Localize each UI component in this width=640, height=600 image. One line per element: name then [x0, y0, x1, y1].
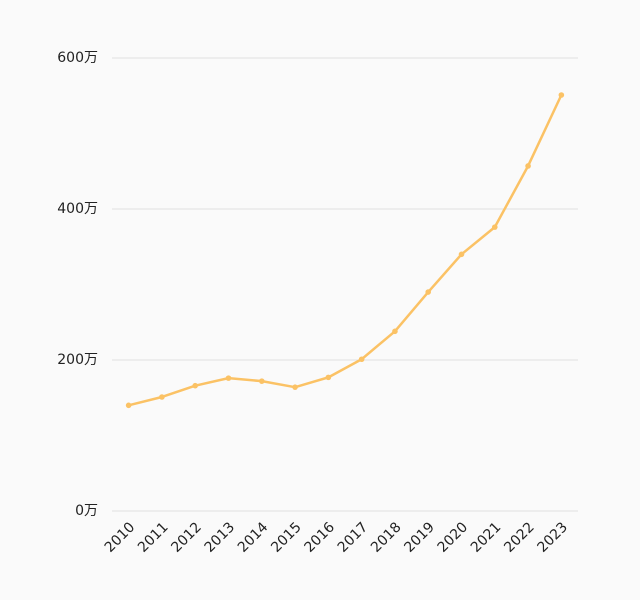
x-tick-label: 2013: [202, 519, 239, 556]
point: [525, 163, 531, 169]
point: [458, 251, 465, 258]
point: [392, 328, 398, 335]
point: [192, 382, 199, 389]
x-tick-label: 2019: [401, 519, 438, 556]
point: [125, 402, 132, 409]
y-tick-label: 0万: [75, 503, 98, 519]
x-tick-label: 2020: [435, 519, 472, 556]
x-tick-label: 2012: [168, 519, 205, 556]
x-tick-label: 2018: [368, 519, 405, 556]
y-tick-label: 400万: [57, 201, 98, 217]
x-tick-label: 2021: [468, 519, 505, 556]
point: [358, 356, 365, 363]
x-tick-label: 2017: [335, 519, 372, 556]
x-tick-label: 2015: [268, 519, 305, 556]
point: [425, 289, 432, 295]
x-tick-label: 2016: [301, 519, 338, 556]
point: [225, 375, 232, 381]
point: [491, 224, 498, 230]
x-tick-label: 2010: [102, 519, 139, 556]
line: [128, 94, 563, 407]
y-tick-label: 200万: [57, 352, 98, 368]
point: [558, 92, 565, 98]
point: [258, 378, 265, 384]
x-tick-label: 2023: [534, 519, 571, 556]
y-tick-label: 600万: [57, 50, 98, 66]
point: [159, 394, 165, 400]
x-tick-label: 2011: [135, 519, 172, 556]
point: [292, 384, 298, 390]
point: [325, 374, 332, 381]
x-tick-label: 2014: [235, 519, 272, 556]
x-tick-label: 2022: [501, 519, 538, 556]
